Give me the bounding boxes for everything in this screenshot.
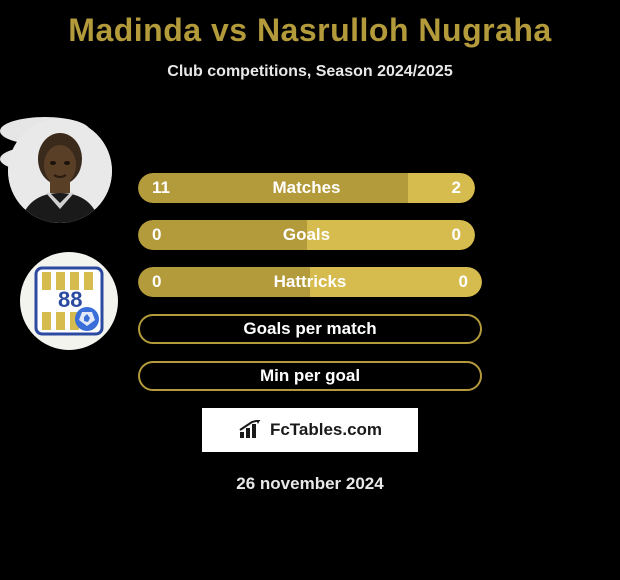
stat-row-goals: Goals0 0 — [138, 220, 475, 250]
stat-label: Min per goal — [140, 366, 480, 386]
stat-value-left: 11 — [152, 178, 170, 198]
club-badge-left: 88 — [20, 252, 118, 350]
date-label: 26 november 2024 — [0, 474, 620, 494]
stat-row-hattricks: Hattricks0 0 — [138, 267, 482, 297]
stat-value-left: 0 — [152, 272, 161, 292]
branding-text: FcTables.com — [270, 420, 382, 440]
stat-label: Goals per match — [140, 319, 480, 339]
stat-row-min-per-goal: Min per goal — [138, 361, 482, 391]
stat-row-goals-per-match: Goals per match — [138, 314, 482, 344]
stat-value-right: 0 — [459, 272, 468, 292]
comparison-content: 88 Matches112Goals00Hattricks00Goals per… — [0, 117, 620, 494]
stat-value-right: 0 — [452, 225, 461, 245]
stat-label: Matches — [138, 178, 475, 198]
stat-label: Hattricks — [138, 272, 482, 292]
stat-label: Goals — [138, 225, 475, 245]
stat-row-matches: Matches11 2 — [138, 173, 475, 203]
player-left-avatar — [8, 119, 112, 223]
subtitle: Club competitions, Season 2024/2025 — [0, 63, 620, 81]
chart-icon — [238, 420, 264, 440]
page-title: Madinda vs Nasrulloh Nugraha — [0, 0, 620, 49]
branding-logo: FcTables.com — [202, 408, 418, 452]
stat-value-right: 2 — [452, 178, 461, 198]
stat-value-left: 0 — [152, 225, 161, 245]
club-badge-number: 88 — [58, 287, 82, 312]
